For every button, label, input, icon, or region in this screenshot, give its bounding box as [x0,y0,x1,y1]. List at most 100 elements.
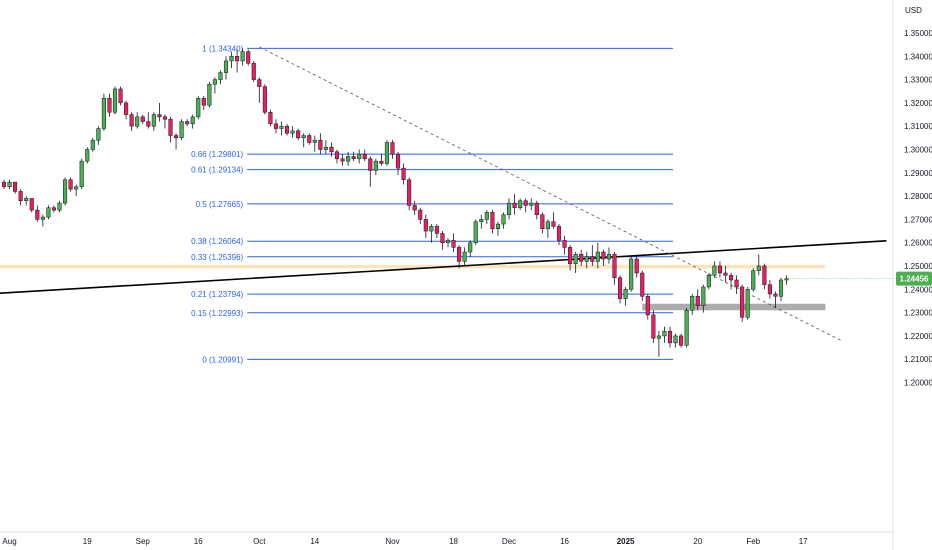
candle [612,252,617,285]
candle [484,210,489,225]
candle-body [129,114,134,127]
candle-body [24,198,29,202]
candle [778,277,784,301]
candle [218,70,223,85]
candle [118,86,123,106]
candle [207,81,212,108]
candle-body [568,247,573,264]
candle [662,326,667,343]
candle [112,86,118,115]
candle-body [495,223,500,229]
fib-label-4: 0.38 (1.26064) [191,237,243,246]
last-price-marker: 1.24456 [786,271,932,286]
candle-body [523,200,528,206]
candle-body [623,289,628,299]
candle [29,198,34,213]
candle-body [101,97,106,129]
candle-body [445,240,451,243]
candle [701,284,706,313]
candle [373,158,378,176]
time-tick-label: Oct [253,537,266,546]
candle [262,84,267,115]
time-tick-label: 17 [799,537,808,546]
candle-body [751,270,756,290]
candle [667,326,673,348]
candle-body [595,251,600,262]
candle-body [545,221,550,229]
candle [268,109,273,127]
candle [190,114,195,129]
time-tick-label: 16 [560,537,569,546]
candle-body [745,289,750,318]
candle-body [667,330,673,344]
candle-body [334,151,340,160]
candle-body [645,296,650,316]
candle [640,270,645,301]
time-tick-label: Nov [385,537,399,546]
candle [285,123,290,136]
candle [318,133,323,155]
fib-label-8: 0 (1.20991) [202,355,243,364]
time-tick-label: 16 [194,537,203,546]
candle [46,205,51,220]
candle-body [540,214,545,229]
time-tick-label: 20 [693,537,702,546]
candle [129,112,134,131]
candle-body [501,214,506,225]
candle [756,254,761,276]
candle [396,151,401,176]
candle-body [74,186,79,190]
candle [512,193,517,215]
last-price-badge [896,271,932,286]
time-tick-label: 18 [449,537,458,546]
candle [623,286,628,306]
candle [384,140,389,166]
candle [423,214,428,239]
candle [473,219,478,246]
candle-body [401,167,406,181]
time-axis[interactable]: Aug 19 Sep 16 Oct 14 Nov 18 Dec 16 2025 20 Feb 17 [2,537,808,546]
candle-body [734,279,739,288]
candle-body [579,254,584,262]
candle [151,112,156,131]
price-tick-label: 1.30000 [904,146,932,155]
candle [745,286,750,320]
candle [618,275,623,304]
price-tick-label: 1.29000 [904,169,932,178]
currency-label: USD [905,6,922,15]
candle-body [273,123,278,129]
zones-layer [0,264,826,311]
price-axis[interactable]: 1.35000 1.34000 1.33000 1.32000 1.31000 1.300… [904,29,932,388]
candle [257,77,262,103]
candle-body [107,97,112,113]
candle [540,212,545,234]
candle-body [762,265,767,285]
candle-body [229,56,234,62]
candle [545,219,550,239]
candle-body [679,335,684,346]
candle [240,48,245,66]
candle [246,49,251,66]
candle-body [656,335,661,339]
candle [235,49,240,73]
candles-layer [1,48,789,357]
candle-body [373,160,378,171]
candle-body [440,233,445,243]
candle-body [351,156,356,160]
candle [706,272,711,290]
candle [79,158,84,190]
fib-label-1: 0.66 (1.29801) [191,150,243,159]
candle-body [235,56,240,62]
rising-trendline [0,240,887,294]
candle [13,181,18,194]
candle-body [690,296,695,311]
candle [174,133,179,150]
candle [457,245,462,269]
candle-body [412,205,417,211]
candle-body [151,114,156,127]
candle [690,293,695,315]
candle [290,126,295,138]
candle-body [618,277,623,299]
